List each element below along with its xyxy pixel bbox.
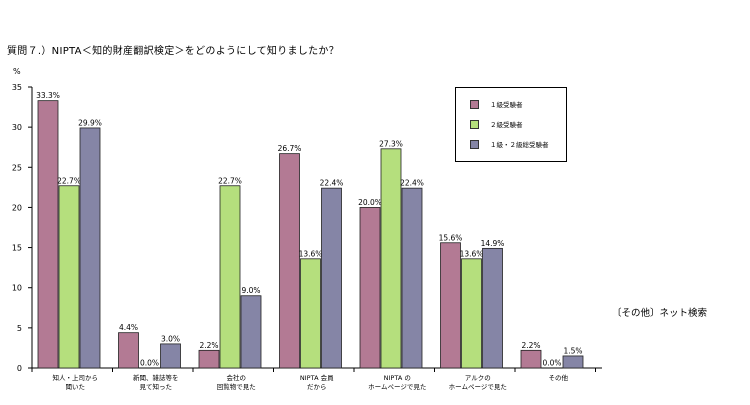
legend-swatch-all	[470, 139, 479, 149]
data-label-all: 29.9%	[78, 118, 102, 127]
bar-all	[160, 343, 181, 369]
bar-all	[562, 355, 584, 369]
data-label-grade2: 13.6%	[299, 249, 323, 258]
data-label-grade2: 27.3%	[379, 139, 403, 148]
legend-label-all: １級・２級総受験者	[490, 141, 549, 149]
x-category-label: だから	[307, 383, 327, 391]
data-label-grade1: 20.0%	[358, 198, 382, 207]
y-tick-label: 15	[12, 244, 22, 253]
x-category-label: 会社の	[227, 373, 247, 382]
data-label-grade2: 22.7%	[218, 176, 242, 185]
data-label-all: 3.0%	[161, 334, 180, 343]
x-category-label: ホームページで見た	[449, 383, 507, 391]
legend-item-grade1: １級受験者	[470, 98, 523, 110]
data-label-grade2: 13.6%	[460, 249, 484, 258]
y-tick-label: 20	[12, 203, 22, 212]
x-category-label: ホームページで見た	[368, 383, 426, 391]
legend-item-grade2: ２級受験者	[470, 118, 523, 130]
data-label-all: 1.5%	[563, 346, 582, 355]
y-tick-label: 10	[12, 284, 22, 293]
bar-grade1	[359, 207, 381, 369]
y-tick-label: 0	[17, 364, 22, 373]
legend-label-grade1: １級受験者	[490, 101, 523, 109]
data-label-grade2: 0.0%	[542, 359, 561, 368]
bar-grade1	[279, 153, 300, 369]
legend-swatch-grade1	[470, 99, 479, 109]
data-label-grade1: 4.4%	[119, 323, 138, 332]
y-axis-unit: %	[13, 67, 21, 76]
x-category-label: NIPTA 会員	[300, 373, 334, 382]
data-label-grade1: 2.2%	[199, 341, 218, 350]
bar-grade2	[461, 258, 482, 369]
data-label-grade1: 33.3%	[36, 91, 60, 100]
x-category-label: その他	[549, 373, 569, 382]
legend-swatch-grade2	[470, 119, 479, 129]
bar-all	[79, 127, 101, 369]
other-note: 〔その他〕ネット検索	[612, 308, 708, 319]
bar-all	[482, 247, 503, 369]
x-category-label: 知人・上司から	[53, 373, 99, 382]
y-tick-label: 35	[12, 83, 22, 92]
bar-grade1	[520, 349, 542, 369]
bar-grade1	[440, 242, 461, 369]
data-label-grade1: 15.6%	[439, 233, 463, 242]
legend-item-all: １級・２級総受験者	[470, 138, 549, 150]
bar-all	[240, 295, 262, 369]
bar-grade2	[300, 258, 321, 369]
bar-grade2	[219, 185, 241, 369]
legend-label-grade2: ２級受験者	[490, 121, 523, 129]
y-tick-label: 5	[17, 324, 22, 333]
bar-grade2	[58, 185, 80, 369]
legend: １級受験者 ２級受験者 １級・２級総受験者	[455, 87, 567, 162]
bar-all	[401, 187, 423, 369]
y-tick-label: 30	[12, 123, 22, 132]
bar-grade2	[380, 148, 402, 369]
data-label-all: 22.4%	[400, 179, 424, 188]
data-label-grade2: 22.7%	[57, 176, 81, 185]
data-label-grade1: 26.7%	[278, 144, 302, 153]
data-label-grade2: 0.0%	[140, 359, 159, 368]
x-category-label: NIPTA の	[384, 374, 411, 382]
data-label-all: 9.0%	[241, 286, 260, 295]
data-label-grade1: 2.2%	[521, 341, 540, 350]
x-category-label: 回覧物で見た	[217, 382, 256, 391]
x-category-label: 見て知った	[140, 382, 173, 391]
chart-title: 質問７.）NIPTA＜知的財産翻訳検定＞をどのようにして知りましたか？	[7, 46, 340, 57]
data-label-all: 14.9%	[481, 239, 505, 248]
x-category-label: 聞いた	[66, 383, 86, 391]
bar-grade1	[118, 332, 139, 369]
bar-grade1	[37, 100, 59, 369]
x-category-label: アルクの	[465, 374, 491, 382]
x-category-label: 新聞、雑誌等を	[133, 373, 179, 382]
data-label-all: 22.4%	[320, 179, 344, 188]
y-tick-label: 25	[12, 163, 22, 172]
bar-all	[321, 187, 342, 369]
bar-grade1	[198, 349, 220, 369]
